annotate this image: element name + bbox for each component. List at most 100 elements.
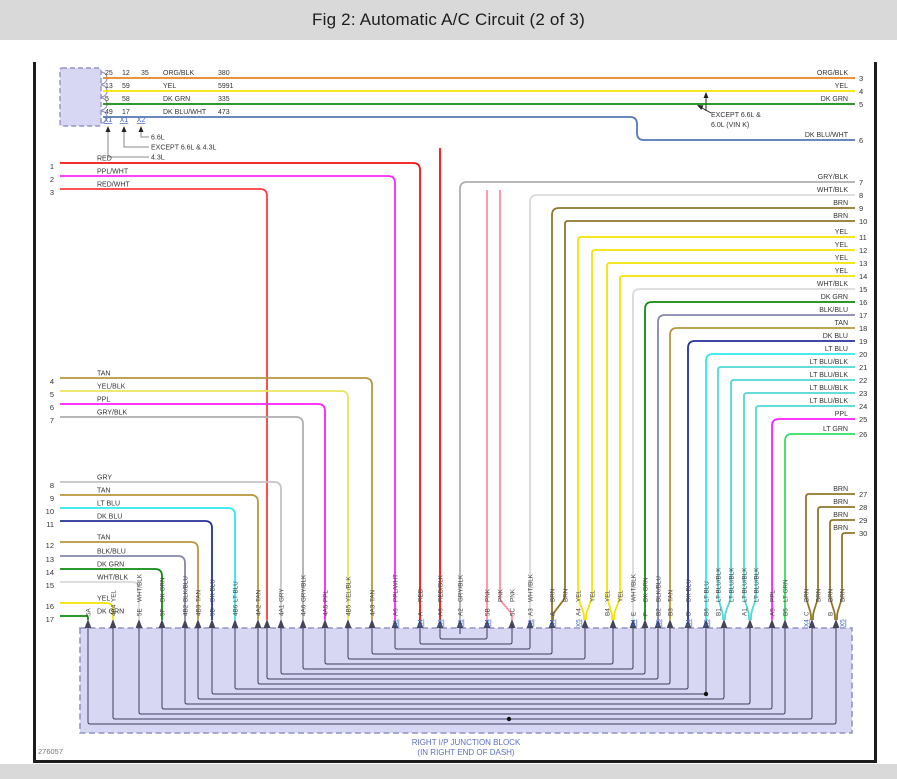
junction-pin-id: 5E bbox=[137, 608, 144, 616]
left-terminal-number: 10 bbox=[46, 507, 54, 516]
connector-ref-link[interactable]: X4 bbox=[550, 619, 557, 627]
wire-37-dk-blu bbox=[687, 340, 855, 620]
connector-ref-link[interactable]: X4 bbox=[418, 619, 425, 627]
left-terminal-color-label: LT BLU bbox=[97, 501, 120, 508]
connector-pin-number: 59 bbox=[122, 83, 130, 90]
left-terminal-number: 3 bbox=[50, 188, 54, 197]
wire-25-pnk bbox=[499, 190, 513, 620]
junction-pin-color-label: DK BLU bbox=[686, 579, 693, 602]
junction-pin-arrow bbox=[181, 619, 189, 628]
wire-46-brn bbox=[812, 506, 855, 620]
junction-pin-color-label: LT GRN bbox=[783, 579, 790, 602]
up-arrow-icon bbox=[121, 126, 127, 132]
junction-pin-arrow bbox=[641, 619, 649, 628]
left-terminal-color-label: TAN bbox=[97, 535, 110, 542]
right-terminal-color-label: LT BLU/BLK bbox=[810, 359, 849, 366]
junction-pin-color-label: BRN bbox=[563, 588, 570, 602]
right-terminal-color-label: BRN bbox=[833, 200, 848, 207]
junction-pin-id: 4B2 bbox=[183, 604, 190, 616]
junction-pin-arrow bbox=[456, 619, 464, 628]
junction-pin-arrow bbox=[254, 619, 262, 628]
junction-pin-color-label: YEL bbox=[605, 590, 612, 602]
left-terminal-color-label: DK GRN bbox=[97, 562, 124, 569]
wire-23-gry-blk bbox=[459, 181, 855, 620]
left-terminal-color-label: TAN bbox=[97, 488, 110, 495]
junction-block bbox=[79, 627, 853, 734]
connector-pin-number: 25 bbox=[105, 70, 113, 77]
junction-pin-id: 4B3 bbox=[196, 604, 203, 616]
wire-38-lt-blu bbox=[705, 353, 855, 620]
junction-pin-id: A bbox=[418, 611, 425, 616]
connector-ref-link[interactable]: X1 bbox=[393, 619, 400, 627]
junction-pin-color-label: WHT/BLK bbox=[528, 573, 535, 602]
connector-ref-link[interactable]: X5 bbox=[704, 619, 711, 627]
connector-ref-link[interactable]: X4 bbox=[804, 619, 811, 627]
circuit-number: 335 bbox=[218, 96, 230, 103]
connector-ref-link[interactable]: X5 bbox=[576, 619, 583, 627]
junction-bus-trace bbox=[419, 628, 513, 645]
right-terminal-color-label: DK GRN bbox=[821, 96, 848, 103]
wire-17-blk-blu bbox=[60, 555, 186, 620]
left-terminal-number: 7 bbox=[50, 416, 54, 425]
connector-ref-link[interactable]: X1 bbox=[458, 619, 465, 627]
junction-block-caption: RIGHT I/P JUNCTION BLOCK (IN RIGHT END O… bbox=[80, 738, 852, 757]
wire-43-ppl bbox=[771, 418, 855, 620]
right-terminal-color-label: DK GRN bbox=[821, 294, 848, 301]
wire-41-lt-blu-blk bbox=[743, 392, 855, 620]
junction-pin-arrow bbox=[84, 619, 92, 628]
connector-ref-link[interactable]: X5 bbox=[840, 619, 847, 627]
connector-ref-link[interactable]: X4 bbox=[686, 619, 693, 627]
right-terminal-color-label: BRN bbox=[833, 512, 848, 519]
junction-pin-id: B2 bbox=[656, 608, 663, 616]
right-terminal-number: 15 bbox=[859, 285, 867, 294]
left-terminal-number: 16 bbox=[46, 602, 54, 611]
left-terminal-number: 1 bbox=[50, 162, 54, 171]
connector-ref-link[interactable]: X1 bbox=[104, 117, 113, 124]
right-terminal-color-label: YEL bbox=[835, 229, 848, 236]
frame-left bbox=[33, 62, 36, 762]
connector-pin-number: 5 bbox=[105, 96, 109, 103]
junction-pin-arrow bbox=[436, 619, 444, 628]
right-terminal-number: 4 bbox=[859, 87, 863, 96]
connector-ref-link[interactable]: X6 bbox=[438, 619, 445, 627]
right-terminal-number: 28 bbox=[859, 503, 867, 512]
right-terminal-number: 6 bbox=[859, 136, 863, 145]
connector-pin-number: 12 bbox=[122, 70, 130, 77]
junction-pin-id: 4A5 bbox=[323, 604, 330, 616]
right-terminal-color-label: GRY/BLK bbox=[818, 174, 849, 181]
connector-pin-number: 17 bbox=[122, 109, 130, 116]
bottom-gray-strip bbox=[0, 764, 897, 779]
connector-ref-link[interactable]: X4 bbox=[485, 619, 492, 627]
right-terminal-number: 17 bbox=[859, 311, 867, 320]
junction-pin-id: A3 bbox=[528, 608, 535, 616]
junction-pin-arrow bbox=[720, 619, 728, 628]
engine-variant-label: EXCEPT 6.6L & 4.3L bbox=[151, 145, 216, 152]
connector-ref-link[interactable]: X4 bbox=[631, 619, 638, 627]
junction-pin-color-label: DK GRN bbox=[643, 577, 650, 602]
connector-ref-link[interactable]: X1 bbox=[120, 117, 129, 124]
right-terminal-number: 8 bbox=[859, 191, 863, 200]
connector-ref-link[interactable]: X1 bbox=[528, 619, 535, 627]
junction-pin-color-label: PPL bbox=[770, 590, 777, 602]
wire-47-brn bbox=[829, 519, 855, 620]
junction-pin-id: 4B6 bbox=[233, 604, 240, 616]
connector-ref-link[interactable]: X5 bbox=[656, 619, 663, 627]
junction-block-caption-line1: RIGHT I/P JUNCTION BLOCK bbox=[411, 738, 521, 747]
right-terminal-number: 22 bbox=[859, 376, 867, 385]
connector-ref-link[interactable]: X2 bbox=[137, 117, 146, 124]
junction-pin-arrow bbox=[654, 619, 662, 628]
wire-40-lt-blu-blk bbox=[724, 379, 855, 620]
junction-pin-color-label: YEL bbox=[111, 590, 118, 602]
right-terminal-color-label: YEL bbox=[835, 268, 848, 275]
junction-pin-color-label: PNK bbox=[485, 588, 492, 602]
right-terminal-color-label: LT BLU/BLK bbox=[810, 398, 849, 405]
connector-pin-number: 49 bbox=[105, 109, 113, 116]
wire-15-dk-blu bbox=[60, 520, 213, 620]
junction-pin-id: A5 bbox=[770, 608, 777, 616]
left-terminal-color-label: DK GRN bbox=[97, 609, 124, 616]
junction-pin-color-label: LT BLU/BLK bbox=[716, 567, 723, 602]
junction-pin-id: A2 bbox=[458, 608, 465, 616]
junction-pin-color-label: WHT/BLK bbox=[631, 573, 638, 602]
right-terminal-number: 23 bbox=[859, 389, 867, 398]
junction-bus-trace bbox=[87, 628, 837, 725]
